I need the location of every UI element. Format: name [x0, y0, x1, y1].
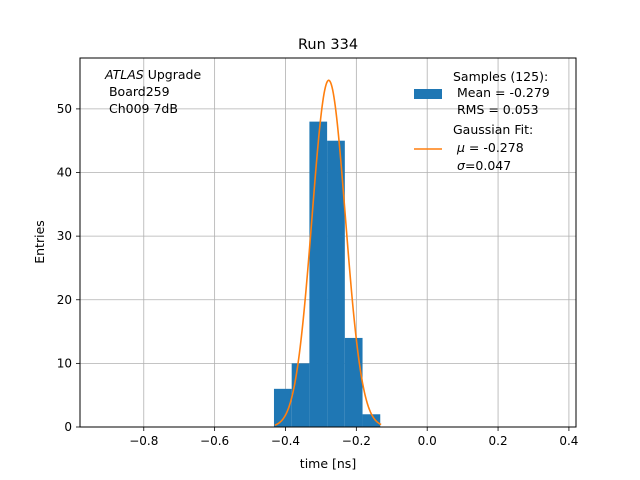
legend-histogram-swatch — [414, 89, 442, 99]
x-tick-label: 0.2 — [489, 434, 508, 448]
legend-sigma-value: =0.047 — [465, 158, 511, 173]
legend-histogram-label: Samples (125): — [453, 69, 548, 84]
legend-histogram-mean: Mean = -0.279 — [453, 85, 550, 100]
histogram-bar — [327, 140, 345, 427]
histogram-bar — [309, 121, 328, 427]
annotation-box: ATLAS Upgrade Board259 Ch009 7dB — [104, 67, 201, 116]
x-tick-label: 0.0 — [418, 434, 437, 448]
legend-histogram-rms: RMS = 0.053 — [453, 102, 539, 117]
legend-sigma-symbol: σ — [457, 158, 466, 173]
legend-mu-value: = -0.278 — [465, 140, 524, 155]
legend: Samples (125): Mean = -0.279 RMS = 0.053… — [414, 69, 550, 173]
x-tick-label: −0.6 — [200, 434, 229, 448]
annotation-line-1: ATLAS Upgrade — [104, 67, 201, 82]
histogram-bar — [291, 363, 310, 427]
annotation-atlas: ATLAS — [104, 67, 144, 82]
y-tick-label: 40 — [57, 166, 72, 180]
legend-mu-symbol: μ — [456, 140, 465, 155]
histogram-bar — [362, 414, 381, 427]
annotation-line-2: Board259 — [105, 84, 170, 99]
y-tick-label: 10 — [57, 356, 72, 370]
legend-fit-sigma: σ=0.047 — [457, 158, 511, 173]
x-tick-label: −0.4 — [271, 434, 300, 448]
x-axis-ticks: −0.8 −0.6 −0.4 −0.2 0.0 0.2 0.4 — [129, 427, 578, 448]
x-axis-label: time [ns] — [300, 456, 356, 471]
y-tick-label: 0 — [64, 420, 72, 434]
annotation-upgrade: Upgrade — [144, 67, 202, 82]
y-tick-label: 20 — [57, 293, 72, 307]
y-axis-ticks: 0 10 20 30 40 50 — [57, 102, 80, 434]
chart-title: Run 334 — [298, 37, 358, 53]
plot-frame — [79, 57, 577, 428]
y-tick-label: 50 — [57, 102, 72, 116]
legend-fit-label: Gaussian Fit: — [453, 122, 533, 137]
annotation-line-3: Ch009 7dB — [105, 101, 178, 116]
histogram-bar — [273, 388, 292, 427]
legend-fit-mu: μ = -0.278 — [456, 140, 524, 155]
y-tick-label: 30 — [57, 229, 72, 243]
gaussian-fit-line — [274, 79, 382, 426]
x-tick-label: 0.4 — [559, 434, 578, 448]
x-tick-label: −0.8 — [129, 434, 158, 448]
y-axis-label: Entries — [32, 220, 47, 264]
x-tick-label: −0.2 — [342, 434, 371, 448]
histogram-bar — [344, 337, 363, 427]
